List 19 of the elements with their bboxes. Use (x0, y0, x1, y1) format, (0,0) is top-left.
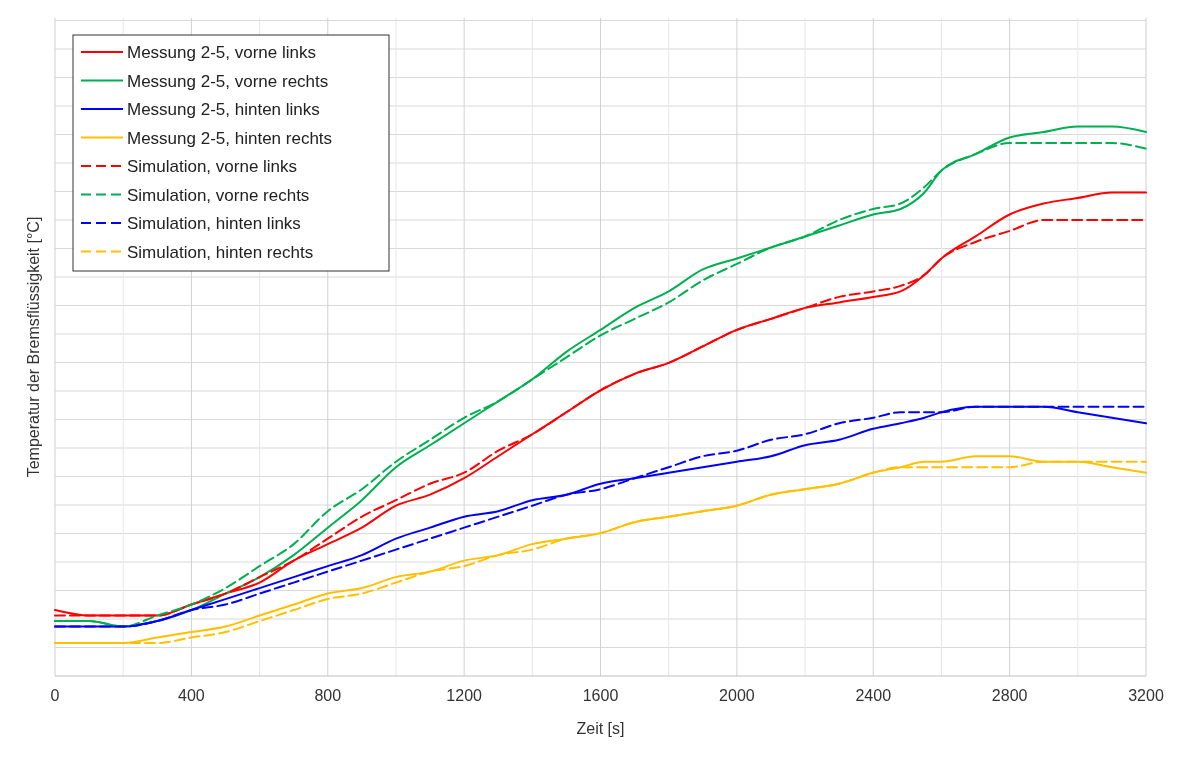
legend-label: Messung 2-5, hinten rechts (127, 128, 333, 148)
x-tick-label: 0 (50, 687, 60, 704)
legend-label: Simulation, hinten rechts (127, 242, 314, 262)
x-tick-label: 1200 (446, 687, 483, 704)
x-tick-label: 3200 (1128, 687, 1164, 704)
x-axis-title: Zeit [s] (576, 720, 625, 737)
x-tick-label: 2000 (719, 687, 755, 704)
legend-label: Simulation, vorne rechts (127, 185, 310, 205)
x-tick-label: 2400 (855, 687, 892, 704)
x-tick-label: 1600 (582, 687, 619, 704)
legend-label: Simulation, hinten links (127, 214, 301, 233)
x-tick-label: 2800 (991, 687, 1028, 704)
y-axis-title: Temperatur der Bremsflüssigkeit [°C] (25, 216, 42, 478)
legend-label: Messung 2-5, hinten links (127, 100, 320, 119)
x-tick-label: 800 (314, 687, 342, 704)
legend-label: Messung 2-5, vorne rechts (127, 71, 329, 91)
legend-label: Messung 2-5, vorne links (127, 43, 316, 62)
legend-label: Simulation, vorne links (127, 157, 298, 176)
x-tick-label: 400 (178, 687, 205, 704)
